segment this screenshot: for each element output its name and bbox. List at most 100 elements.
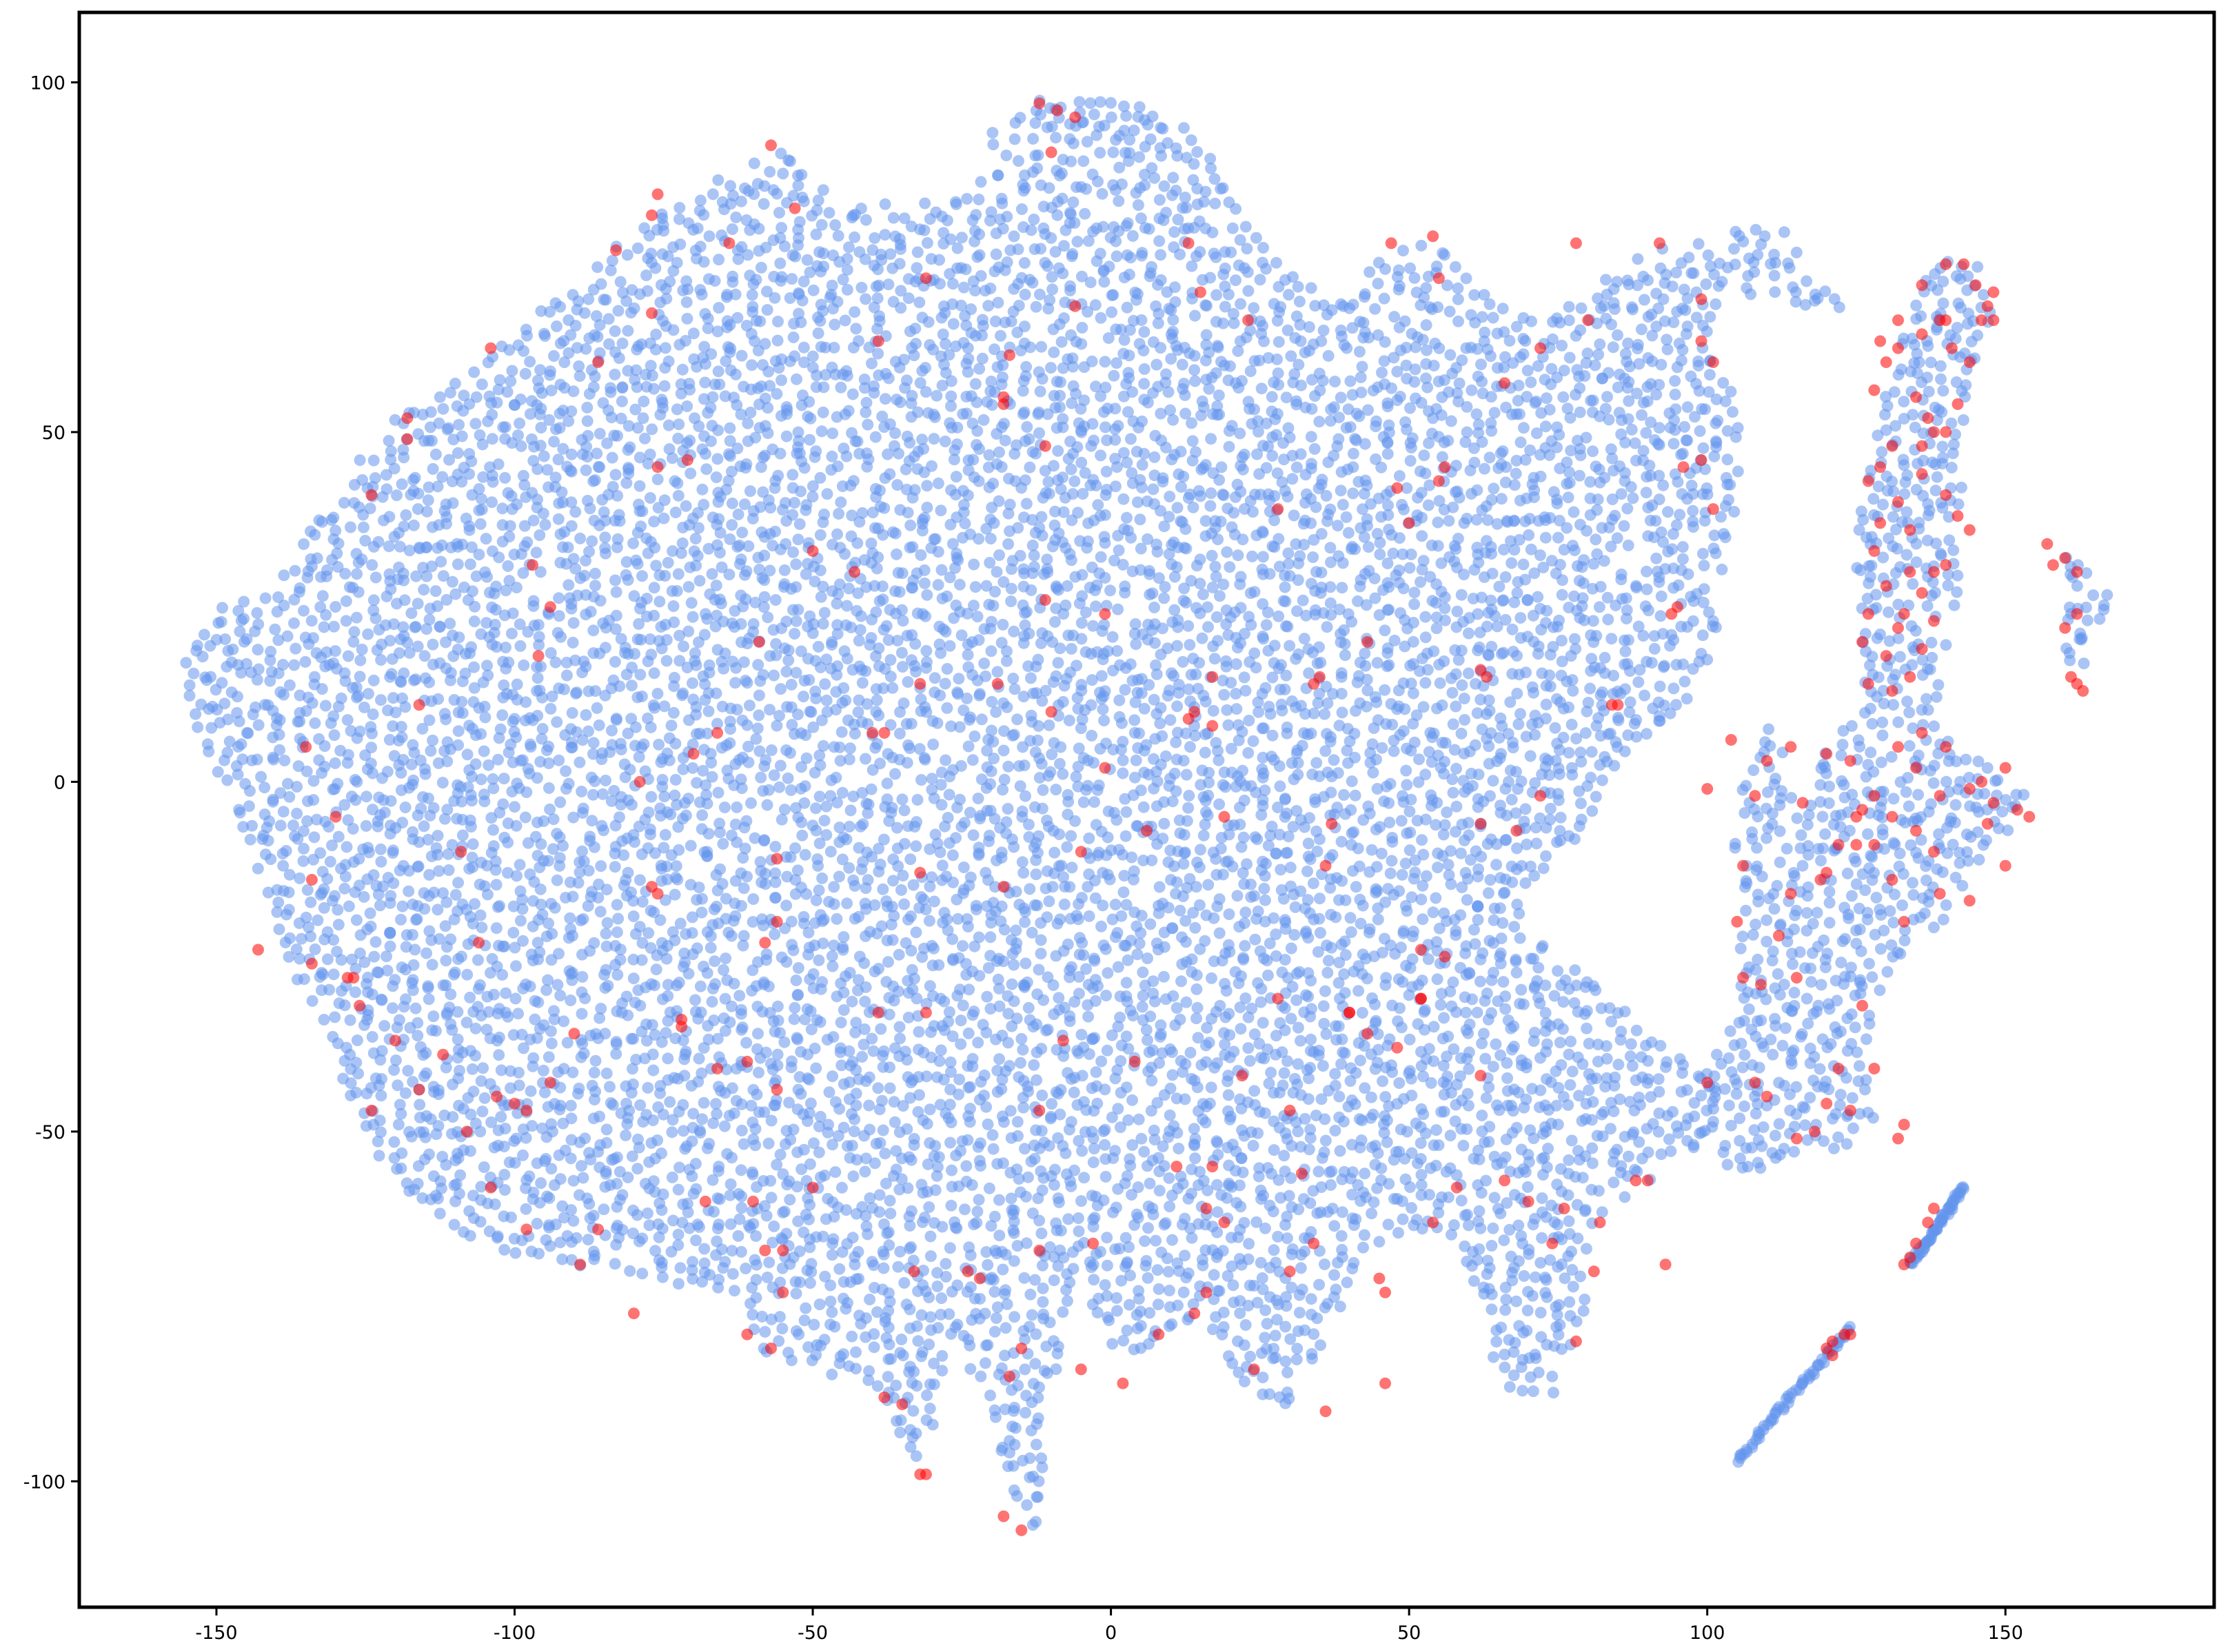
- data-point: [915, 774, 927, 786]
- data-point: [351, 568, 363, 580]
- data-point: [400, 509, 412, 521]
- data-point: [567, 617, 580, 629]
- data-point: [309, 717, 321, 729]
- data-point: [729, 1285, 740, 1297]
- data-point: [736, 1202, 748, 1214]
- data-point: [465, 1045, 477, 1057]
- data-point: [647, 1114, 659, 1126]
- data-point: [803, 396, 815, 408]
- data-point: [847, 388, 859, 400]
- data-point: [755, 771, 767, 784]
- data-point: [672, 568, 685, 580]
- data-point: [403, 885, 415, 897]
- data-point: [277, 859, 290, 872]
- data-point: [327, 710, 340, 722]
- data-point: [727, 190, 739, 202]
- data-point: [857, 818, 869, 830]
- data-point: [1058, 240, 1070, 252]
- data-point: [584, 830, 596, 843]
- data-point: [966, 418, 979, 429]
- data-point: [1084, 97, 1097, 110]
- data-point: [950, 832, 962, 844]
- data-point: [951, 1222, 963, 1234]
- data-point: [597, 788, 609, 800]
- data-point: [846, 1139, 858, 1152]
- data-point: [921, 589, 933, 601]
- data-point: [362, 628, 374, 640]
- data-point: [531, 772, 543, 784]
- data-point: [622, 574, 634, 586]
- data-point: [567, 890, 579, 903]
- data-point: [338, 999, 351, 1012]
- data-point: [807, 618, 820, 630]
- data-point: [549, 471, 562, 484]
- data-point: [964, 1363, 977, 1375]
- data-point: [708, 1014, 720, 1026]
- data-point: [750, 1292, 762, 1304]
- data-point: [906, 541, 919, 553]
- data-point: [365, 920, 377, 932]
- data-point: [997, 576, 1010, 588]
- data-point: [487, 782, 500, 795]
- data-point: [301, 765, 313, 777]
- data-point: [1071, 660, 1083, 672]
- data-point: [488, 988, 500, 1001]
- data-point: [669, 507, 682, 518]
- data-point: [736, 714, 749, 726]
- data-point: [771, 388, 783, 400]
- data-point: [577, 802, 589, 815]
- data-point: [578, 855, 590, 868]
- data-point: [1004, 498, 1016, 511]
- data-point: [698, 1243, 711, 1255]
- data-point: [687, 1256, 699, 1268]
- data-point: [999, 434, 1011, 447]
- data-point: [419, 672, 432, 684]
- data-point: [701, 727, 713, 740]
- data-point: [548, 350, 560, 362]
- data-point: [341, 714, 354, 726]
- data-point: [452, 1006, 464, 1018]
- data-point: [774, 257, 787, 269]
- data-point: [791, 373, 802, 385]
- data-point: [305, 615, 318, 627]
- data-point: [957, 861, 970, 873]
- data-point: [815, 218, 828, 231]
- data-point: [962, 1134, 974, 1146]
- data-point: [662, 990, 674, 1002]
- data-point: [1054, 1108, 1066, 1121]
- data-point: [493, 732, 505, 744]
- data-point: [183, 679, 196, 691]
- data-point: [735, 408, 747, 420]
- data-point: [308, 831, 321, 844]
- data-point: [973, 249, 986, 261]
- data-point: [991, 666, 1004, 678]
- data-point: [1011, 1163, 1023, 1176]
- data-point: [543, 782, 555, 794]
- data-point: [788, 1013, 800, 1026]
- data-point: [640, 269, 653, 281]
- data-point: [1025, 584, 1037, 596]
- data-point: [749, 1123, 762, 1135]
- data-point: [1028, 549, 1040, 562]
- data-point: [895, 1173, 908, 1185]
- data-point: [784, 747, 796, 759]
- data-point: [468, 661, 480, 673]
- data-point: [524, 738, 536, 751]
- data-point: [1014, 112, 1026, 124]
- data-point: [764, 165, 776, 178]
- data-point: [535, 899, 547, 910]
- data-point: [827, 1139, 839, 1151]
- data-point: [609, 574, 621, 587]
- data-point: [828, 881, 840, 893]
- data-point: [456, 829, 469, 842]
- data-point: [592, 892, 605, 904]
- data-point: [946, 538, 959, 550]
- data-point: [344, 1014, 356, 1026]
- data-point: [509, 941, 521, 954]
- data-point: [500, 987, 512, 999]
- data-point: [558, 1015, 570, 1028]
- data-point: [771, 720, 783, 732]
- data-point: [589, 474, 601, 487]
- data-point: [627, 972, 640, 985]
- data-point: [454, 1169, 467, 1181]
